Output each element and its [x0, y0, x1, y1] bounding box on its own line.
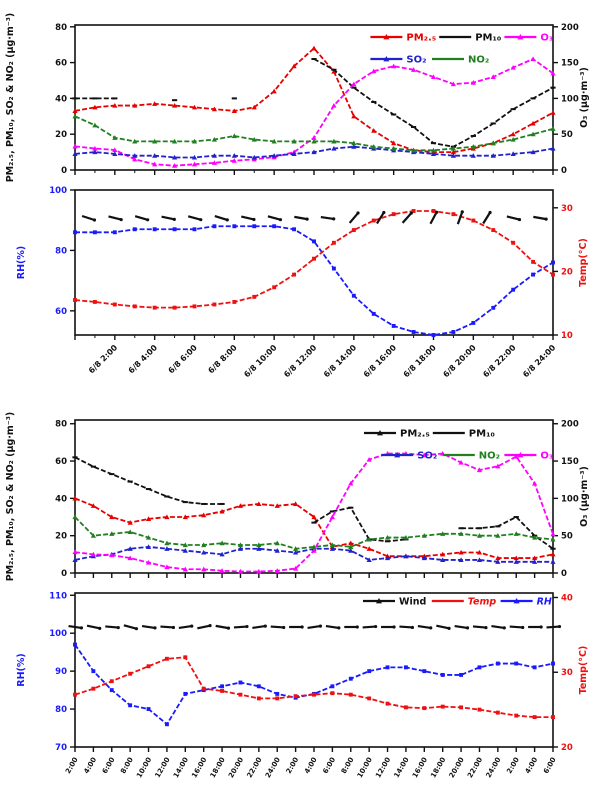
svg-text:O₃: O₃: [540, 451, 553, 462]
svg-text:90: 90: [55, 667, 67, 677]
svg-text:Temp: Temp: [468, 597, 497, 608]
svg-text:NO₂: NO₂: [468, 55, 489, 66]
svg-text:10: 10: [561, 331, 573, 341]
svg-text:O₃: O₃: [540, 33, 553, 44]
svg-text:80: 80: [55, 420, 67, 430]
svg-text:200: 200: [561, 420, 579, 430]
svg-text:20: 20: [561, 267, 573, 277]
svg-text:100: 100: [49, 186, 67, 196]
svg-text:RH: RH: [537, 597, 552, 608]
svg-text:O₃ (μg·m⁻³): O₃ (μg·m⁻³): [579, 466, 590, 527]
svg-text:60: 60: [55, 457, 67, 467]
svg-text:20: 20: [55, 130, 67, 140]
pollutants-day2: 0 20 40 60 80 0 50 100 150 200 PM₂.₅, PM₁₀, SO₂ & …: [5, 412, 590, 582]
svg-text:30: 30: [561, 204, 573, 214]
svg-text:SO₂: SO₂: [417, 451, 437, 462]
pollutants-day1: 0 20 40 60 80 0 50 100 150 200 PM₂.₅, PM₁₀, SO₂ & …: [5, 13, 590, 183]
svg-text:40: 40: [55, 94, 67, 104]
svg-text:30: 30: [561, 668, 573, 678]
svg-text:SO₂: SO₂: [406, 55, 426, 66]
svg-text:20: 20: [561, 743, 573, 753]
svg-text:150: 150: [561, 457, 579, 467]
svg-text:PM₂.₅, PM₁₀, SO₂ & NO₂ (μg·m⁻³: PM₂.₅, PM₁₀, SO₂ & NO₂ (μg·m⁻³): [5, 412, 16, 582]
svg-text:RH(%): RH(%): [16, 653, 27, 686]
svg-text:100: 100: [49, 629, 67, 639]
svg-text:150: 150: [561, 59, 579, 69]
svg-text:Temp(°C): Temp(°C): [578, 238, 589, 287]
svg-text:PM₁₀: PM₁₀: [469, 429, 495, 440]
svg-text:RH(%): RH(%): [16, 246, 27, 279]
svg-text:NO₂: NO₂: [479, 451, 500, 462]
svg-text:60: 60: [55, 307, 67, 317]
svg-text:PM₁₀: PM₁₀: [475, 33, 501, 44]
svg-text:80: 80: [55, 246, 67, 256]
svg-text:50: 50: [561, 130, 573, 140]
svg-text:80: 80: [55, 705, 67, 715]
svg-text:40: 40: [561, 593, 573, 603]
svg-text:100: 100: [561, 494, 579, 504]
svg-text:0: 0: [561, 166, 567, 176]
svg-text:Temp(°C): Temp(°C): [578, 646, 589, 695]
svg-text:100: 100: [561, 94, 579, 104]
svg-text:PM₂.₅: PM₂.₅: [400, 429, 430, 440]
svg-text:70: 70: [55, 743, 67, 753]
svg-text:0: 0: [561, 569, 567, 579]
svg-text:Wind: Wind: [399, 597, 426, 608]
svg-text:40: 40: [55, 494, 67, 504]
svg-text:50: 50: [561, 532, 573, 542]
svg-text:0: 0: [61, 569, 67, 579]
svg-text:PM₂.₅, PM₁₀, SO₂ & NO₂ (μg·m⁻³: PM₂.₅, PM₁₀, SO₂ & NO₂ (μg·m⁻³): [5, 13, 16, 183]
svg-text:PM₂.₅: PM₂.₅: [406, 33, 436, 44]
svg-text:20: 20: [55, 532, 67, 542]
svg-text:110: 110: [49, 591, 67, 601]
svg-text:O₃ (μg·m⁻³): O₃ (μg·m⁻³): [579, 67, 590, 128]
svg-text:200: 200: [561, 23, 579, 33]
svg-text:80: 80: [55, 23, 67, 33]
svg-text:60: 60: [55, 59, 67, 69]
svg-text:0: 0: [61, 166, 67, 176]
